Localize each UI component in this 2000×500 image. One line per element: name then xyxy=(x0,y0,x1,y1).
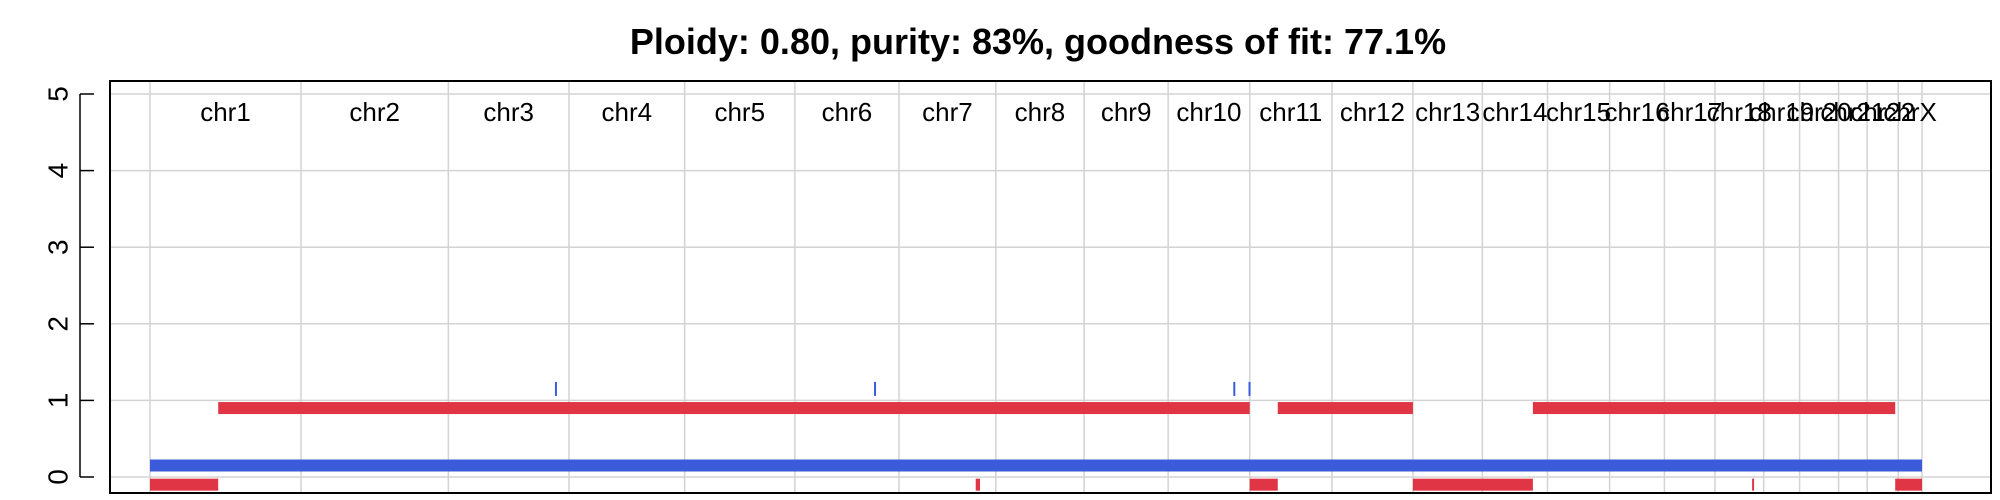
copy-number-segment xyxy=(1532,402,1896,415)
y-tick-label: 4 xyxy=(43,163,74,179)
copy-number-segment xyxy=(874,381,877,396)
chromosome-label: chr13 xyxy=(1415,97,1480,127)
grid-layer xyxy=(110,81,1991,493)
chromosome-label: chr2 xyxy=(349,97,400,127)
copy-number-segment xyxy=(554,381,557,396)
chromosome-label: chr15 xyxy=(1546,97,1611,127)
y-tick-label: 1 xyxy=(43,393,74,409)
chromosome-label: chr21 xyxy=(1820,97,1885,127)
chromosome-label: chr19 xyxy=(1749,97,1814,127)
chromosome-label: chr10 xyxy=(1176,97,1241,127)
copy-number-segment xyxy=(150,459,1922,472)
copy-number-segment xyxy=(1249,478,1278,491)
chromosome-label: chr4 xyxy=(602,97,653,127)
chromosome-label: chr16 xyxy=(1604,97,1669,127)
y-tick-label: 0 xyxy=(43,469,74,485)
chromosome-label: chrX xyxy=(1883,97,1936,127)
copy-number-segment xyxy=(1752,478,1755,491)
chromosome-label: chr3 xyxy=(483,97,534,127)
chromosome-label: chr6 xyxy=(822,97,873,127)
copy-number-segment xyxy=(1233,381,1236,396)
chromosome-label: chr20 xyxy=(1787,97,1852,127)
chromosome-label: chr9 xyxy=(1101,97,1152,127)
chromosome-label: chr1 xyxy=(200,97,251,127)
y-axis: 0 1 2 3 4 5 xyxy=(43,86,94,485)
chromosome-label: chr11 xyxy=(1259,97,1322,127)
y-tick-label: 3 xyxy=(43,239,74,255)
copy-number-segment xyxy=(1895,478,1922,491)
chromosome-label: chr5 xyxy=(714,97,765,127)
copy-number-segment xyxy=(218,402,1250,415)
chromosome-label: chr8 xyxy=(1015,97,1066,127)
chromosome-label: chr22 xyxy=(1850,97,1915,127)
copy-number-segment xyxy=(150,478,219,491)
copy-number-segment xyxy=(1277,402,1413,415)
copy-number-segment xyxy=(1412,478,1533,491)
copy-number-segment xyxy=(1248,381,1251,396)
y-tick-label: 5 xyxy=(43,86,74,102)
copy-number-segment xyxy=(975,478,980,491)
chromosome-label: chr12 xyxy=(1340,97,1405,127)
chromosome-label: chr14 xyxy=(1482,97,1547,127)
y-tick-label: 2 xyxy=(43,316,74,332)
chromosome-label: chr18 xyxy=(1707,97,1772,127)
plot-frame xyxy=(109,80,1992,494)
chromosome-label: chr17 xyxy=(1657,97,1722,127)
chromosome-labels: chr1 chr2 chr3 chr4 chr5 chr6 chr7 chr8 chr9 chr1… xyxy=(200,97,1937,127)
chromosome-label: chr7 xyxy=(922,97,973,127)
chart-title: Ploidy: 0.80, purity: 83%, goodness of f… xyxy=(630,21,1446,62)
segments-layer xyxy=(150,381,1922,491)
